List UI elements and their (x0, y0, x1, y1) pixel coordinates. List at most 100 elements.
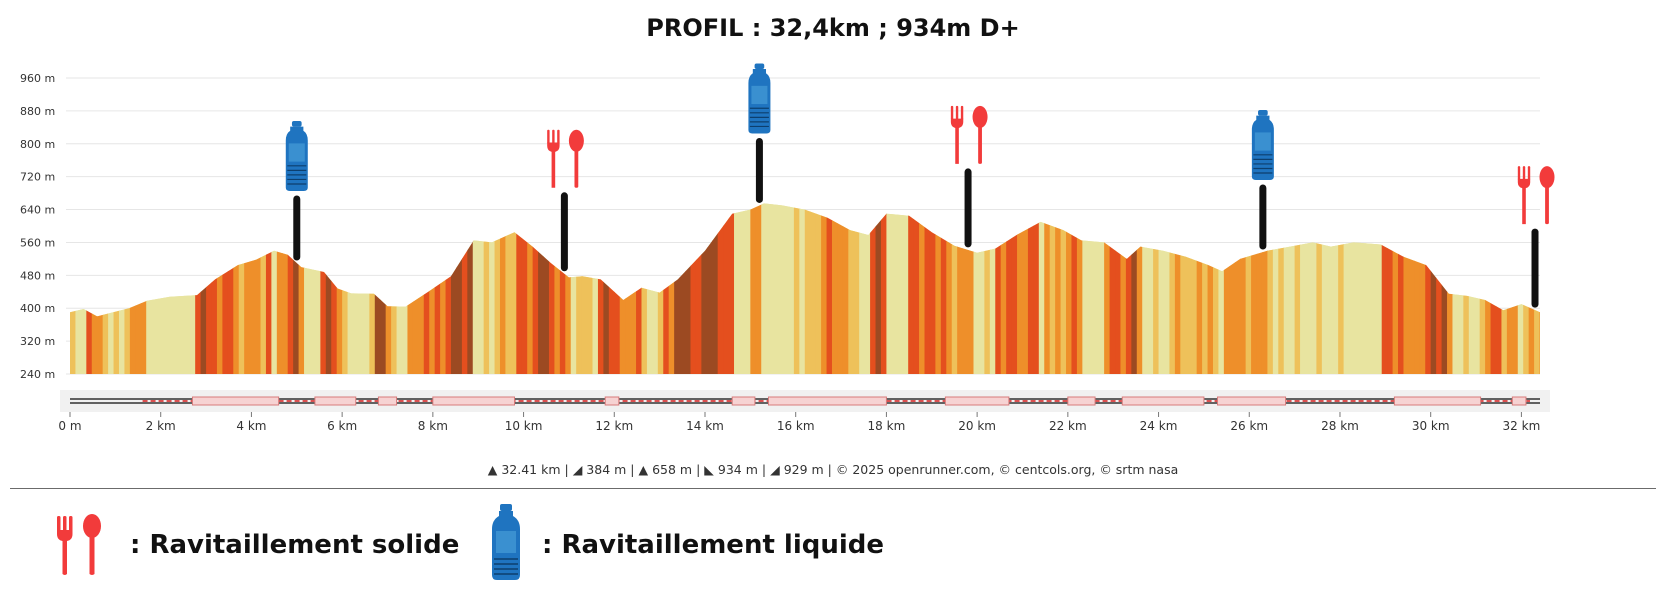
slope-stripes (70, 203, 1540, 374)
slope-stripe (195, 203, 202, 374)
slope-stripe (80, 203, 87, 374)
slope-stripe (527, 203, 534, 374)
y-tick-label: 240 m (20, 368, 55, 381)
slope-stripe (685, 203, 692, 374)
slope-stripe (1419, 203, 1426, 374)
slope-stripe (1289, 203, 1296, 374)
x-tick-label: 26 km (1230, 419, 1268, 433)
slope-stripe (875, 203, 882, 374)
slope-stripe (978, 203, 985, 374)
slope-stripe (951, 203, 958, 374)
slope-stripe (200, 203, 207, 374)
slope-stripe (108, 203, 115, 374)
slope-stripe (1534, 203, 1540, 374)
slope-stripe (287, 203, 294, 374)
slope-stripe (636, 203, 643, 374)
slope-stripe (1218, 203, 1225, 374)
slope-stripe (1539, 203, 1540, 374)
x-tick-label: 2 km (146, 419, 176, 433)
max-alt-icon: ▲ (638, 462, 649, 477)
slope-stripe (1310, 203, 1317, 374)
y-tick-label: 480 m (20, 269, 55, 282)
slope-stripe (597, 203, 604, 374)
slope-stripe (1408, 203, 1415, 374)
slope-stripe (668, 203, 675, 374)
x-tick-label: 32 km (1503, 419, 1541, 433)
slope-stripe (793, 203, 800, 374)
slope-stripe (1528, 203, 1535, 374)
x-tick-label: 20 km (958, 419, 996, 433)
track-segment (432, 396, 515, 406)
divider (10, 488, 1656, 489)
slope-stripe (1006, 203, 1013, 374)
slope-stripe (1229, 203, 1236, 374)
slope-stripe (489, 203, 496, 374)
fork-spoon-icon (57, 514, 101, 575)
slope-stripe (1463, 203, 1470, 374)
x-tick-label: 16 km (777, 419, 815, 433)
slope-stripe (434, 203, 441, 374)
slope-stripe (472, 203, 479, 374)
slope-stripe (499, 203, 507, 374)
slope-stripe (402, 203, 409, 374)
slope-stripe (565, 203, 572, 374)
slope-stripe (516, 203, 523, 374)
slope-stripe (1441, 203, 1448, 374)
slope-stripe (946, 203, 953, 374)
slope-stripe (162, 203, 169, 374)
slope-stripe (1098, 203, 1105, 374)
slope-stripe (412, 203, 419, 374)
slope-stripe (407, 203, 414, 374)
slope-stripe (1142, 203, 1149, 374)
slope-stripe (304, 203, 311, 374)
slope-stripe (663, 203, 670, 374)
slope-stripe (1223, 203, 1230, 374)
d-plus-icon: ◣ (704, 462, 714, 477)
slope-stripe (897, 203, 904, 374)
y-tick-label: 880 m (20, 105, 55, 118)
fork-spoon-icon (950, 105, 988, 164)
slope-stripe (913, 203, 920, 374)
slope-stripe (456, 203, 463, 374)
slope-stripe (342, 203, 349, 374)
water-bottle-icon (748, 63, 771, 134)
track-segment (604, 396, 620, 406)
slope-stripe (1022, 203, 1029, 374)
slope-stripe (940, 203, 947, 374)
slope-stripe (118, 203, 126, 374)
slope-stripe (135, 203, 142, 374)
slope-stripe (1425, 203, 1432, 374)
slope-stripe (380, 203, 387, 374)
slope-stripe (309, 203, 316, 374)
slope-stripe (331, 203, 338, 374)
slope-stripe (1158, 203, 1165, 374)
slope-stripe (1316, 203, 1323, 374)
slope-stripe (124, 203, 131, 374)
slope-stripe (701, 203, 708, 374)
slope-stripe (630, 203, 637, 374)
slope-stripe (494, 203, 501, 374)
slope-stripe (1387, 203, 1394, 374)
track-segment (314, 396, 357, 406)
slope-stripe (1332, 203, 1339, 374)
slope-stripe (641, 203, 648, 374)
x-tick-label: 18 km (868, 419, 906, 433)
y-tick-label: 720 m (20, 171, 55, 184)
slope-stripe (891, 203, 898, 374)
slope-stripe (1283, 203, 1290, 374)
slope-stripe (706, 203, 713, 374)
slope-stripe (1359, 203, 1366, 374)
slope-stripe (1147, 203, 1154, 374)
slope-stripe (1468, 203, 1475, 374)
slope-stripe (608, 203, 615, 374)
slope-stripe (1033, 203, 1040, 374)
slope-stripe (614, 203, 621, 374)
track-segment (767, 396, 887, 406)
slope-stripe (1169, 203, 1176, 374)
slope-stripe (1196, 203, 1203, 374)
slope-stripe (1027, 203, 1034, 374)
slope-stripe (853, 203, 860, 374)
slope-stripe (184, 203, 191, 374)
chart-credits: ▲ 32.41 km | ◢ 384 m | ▲ 658 m | ◣ 934 m… (487, 462, 1179, 477)
slope-stripe (728, 203, 735, 374)
